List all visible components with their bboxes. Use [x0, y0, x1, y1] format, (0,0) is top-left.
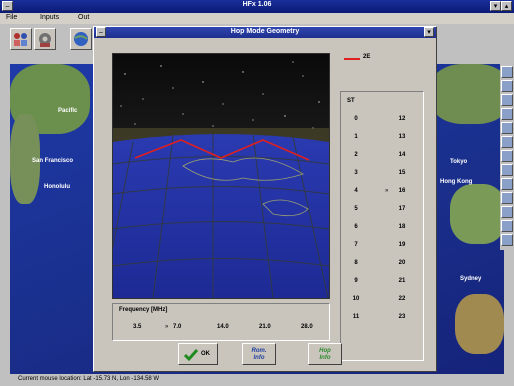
hop-info-button[interactable]: Hop Info — [308, 343, 342, 365]
app-title-bar: – HFx 1.06 ▾ ▴ — [0, 0, 514, 13]
asia-land — [430, 64, 504, 124]
right-tool-button[interactable] — [501, 94, 513, 106]
right-tool-button[interactable] — [501, 108, 513, 120]
frequency-value[interactable]: 21.0 — [259, 324, 271, 330]
legend: 2E — [344, 53, 388, 65]
right-tool-button[interactable] — [501, 136, 513, 148]
app-title: HFx 1.06 — [242, 1, 272, 8]
st-value[interactable]: 8 — [354, 260, 358, 266]
st-value[interactable]: 13 — [398, 134, 406, 140]
rom-info-line2: Info — [253, 355, 265, 361]
rom-info-label: Rom. Info — [243, 348, 275, 362]
st-value[interactable]: 17 — [398, 206, 406, 212]
settings-tool-button[interactable] — [34, 28, 56, 50]
right-tool-button[interactable] — [501, 206, 513, 218]
st-value[interactable]: 10 — [352, 296, 360, 302]
right-tool-button[interactable] — [501, 234, 513, 246]
st-value[interactable]: 11 — [352, 314, 360, 320]
legend-label: 2E — [363, 54, 371, 60]
city-label: Tokyo — [450, 159, 468, 165]
menu-inputs[interactable]: Inputs — [40, 14, 60, 21]
checkmark-icon — [183, 349, 199, 362]
st-header: ST — [347, 98, 355, 104]
dialog-minimize-button[interactable]: ▾ — [424, 27, 434, 37]
rom-info-line1: Rom. — [251, 348, 267, 354]
hop-info-label: Hop Info — [309, 348, 341, 362]
globe-tool-button[interactable] — [70, 28, 92, 50]
st-value[interactable]: 18 — [398, 224, 406, 230]
right-tool-button[interactable] — [501, 80, 513, 92]
city-label: Sydney — [460, 276, 482, 282]
st-value[interactable]: 21 — [398, 278, 406, 284]
st-value[interactable]: 5 — [354, 206, 358, 212]
frequency-value-selected[interactable]: 7.0 — [173, 324, 182, 330]
minimize-button[interactable]: ▾ — [490, 1, 501, 11]
right-toolbar — [500, 64, 514, 250]
menu-file[interactable]: File — [6, 14, 18, 21]
st-value[interactable]: 6 — [354, 224, 358, 230]
frequency-value[interactable]: 3.5 — [133, 324, 142, 330]
st-value[interactable]: 4 — [354, 188, 358, 194]
st-value[interactable]: 22 — [398, 296, 406, 302]
right-tool-button[interactable] — [501, 164, 513, 176]
map-tool-button[interactable] — [10, 28, 32, 50]
right-tool-button[interactable] — [501, 178, 513, 190]
st-value[interactable]: 15 — [398, 170, 406, 176]
globe-icon — [74, 32, 88, 46]
mouse-location-status: Current mouse location: Lat -15.73 N, Lo… — [18, 376, 160, 382]
right-tool-button[interactable] — [501, 192, 513, 204]
city-label: San Francisco — [32, 158, 74, 164]
hop-info-line1: Hop — [319, 348, 331, 354]
hop-mode-geometry-dialog: – Hop Mode Geometry ▾ — [93, 26, 437, 372]
st-value[interactable]: 7 — [354, 242, 358, 248]
frequency-label: Frequency [MHz] — [119, 307, 168, 313]
menu-bar: File Inputs Out — [0, 13, 514, 24]
hop-geometry-graphic — [102, 54, 330, 299]
status-bar: Current mouse location: Lat -15.73 N, Lo… — [0, 374, 514, 386]
menu-out[interactable]: Out — [78, 14, 90, 21]
city-label: Hong Kong — [440, 179, 473, 185]
hop-info-line2: Info — [319, 355, 331, 361]
st-value[interactable]: 0 — [354, 116, 358, 122]
st-value[interactable]: 19 — [398, 242, 406, 248]
frequency-value[interactable]: 28.0 — [301, 324, 313, 330]
ok-button-label: OK — [201, 351, 210, 357]
australia-land — [455, 294, 504, 354]
hop-geometry-view — [102, 53, 330, 299]
city-label: Honolulu — [44, 184, 70, 190]
st-value[interactable]: 20 — [398, 260, 406, 266]
st-value[interactable]: 3 — [354, 170, 358, 176]
st-value[interactable]: 9 — [354, 278, 358, 284]
st-value[interactable]: 2 — [354, 152, 358, 158]
right-tool-button[interactable] — [501, 122, 513, 134]
st-selected-marker: » — [385, 188, 389, 194]
dialog-system-menu-button[interactable]: – — [96, 27, 106, 37]
southeast-asia-land — [450, 184, 504, 244]
system-menu-button[interactable]: – — [2, 1, 13, 11]
st-value[interactable]: 1 — [354, 134, 358, 140]
st-value-selected[interactable]: 16 — [398, 188, 406, 194]
right-tool-button[interactable] — [501, 66, 513, 78]
right-tool-button[interactable] — [501, 220, 513, 232]
rom-info-button[interactable]: Rom. Info — [242, 343, 276, 365]
st-value[interactable]: 14 — [398, 152, 406, 158]
maximize-button[interactable]: ▴ — [501, 1, 512, 11]
dialog-title: Hop Mode Geometry — [230, 28, 300, 35]
frequency-selector: Frequency [MHz] 3.5 » 7.0 14.0 21.0 28.0 — [112, 303, 330, 341]
st-value[interactable]: 12 — [398, 116, 406, 122]
st-selector: ST 0 1 2 3 4 5 6 7 8 9 10 11 12 13 14 15… — [340, 91, 424, 361]
dialog-title-bar: – Hop Mode Geometry ▾ — [94, 27, 436, 38]
st-value[interactable]: 23 — [398, 314, 406, 320]
gear-icon — [39, 33, 51, 47]
city-label: Pacific — [58, 108, 78, 114]
right-tool-button[interactable] — [501, 150, 513, 162]
people-icon — [14, 33, 27, 46]
legend-swatch — [344, 58, 360, 60]
west-coast-land — [10, 114, 40, 204]
frequency-selected-marker: » — [165, 324, 169, 330]
ok-button[interactable]: OK — [178, 343, 218, 365]
frequency-value[interactable]: 14.0 — [217, 324, 229, 330]
